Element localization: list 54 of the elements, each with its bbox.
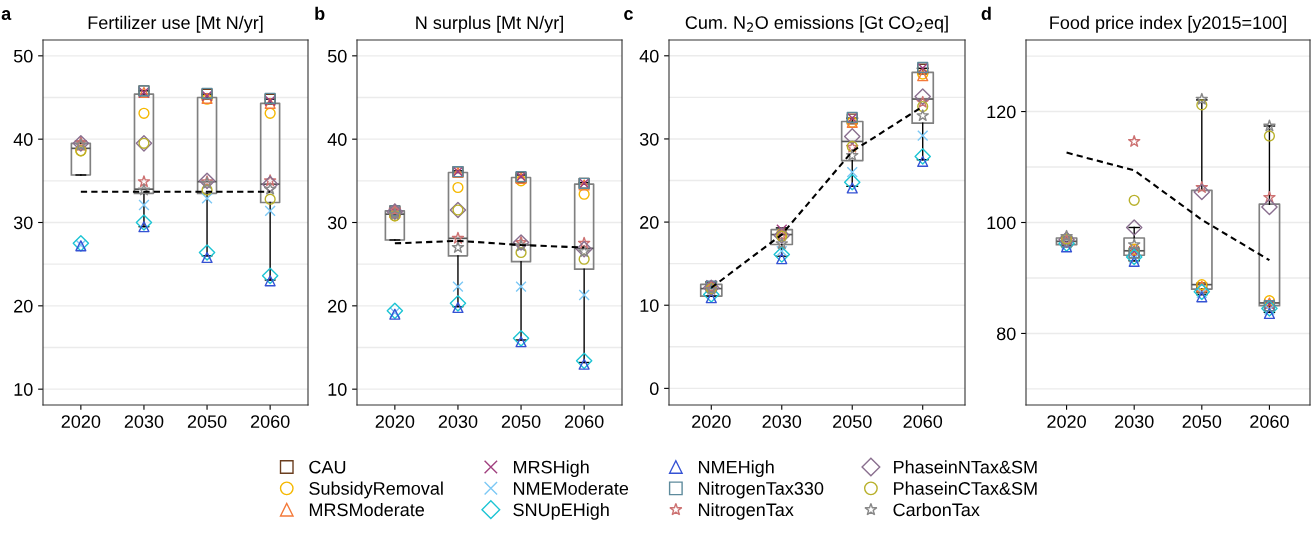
- y-tick-label: 30: [639, 132, 659, 146]
- y-tick-label: 40: [639, 49, 659, 63]
- chart-title: Food price index [y2015=100]: [1050, 15, 1286, 33]
- y-tick-label: 20: [328, 299, 347, 313]
- legend-label: SNUpEHigh: [513, 502, 609, 520]
- chart-title: Fertilizer use [Mt N/yr]: [88, 15, 263, 33]
- legend-label: CarbonTax: [893, 502, 980, 517]
- y-tick-label: 40: [13, 133, 33, 146]
- legend-label: NitrogenTax: [698, 502, 794, 520]
- x-tick-label: 2060: [250, 415, 290, 428]
- legend-label: PhaseinNTax&SM: [894, 460, 1037, 474]
- y-tick-label: 50: [13, 49, 33, 63]
- x-tick-label: 2020: [1047, 415, 1086, 428]
- y-tick-label: 100: [987, 216, 1016, 230]
- y-tick-label: 0: [649, 382, 659, 396]
- y-tick-label: 30: [13, 216, 33, 230]
- text: d: [981, 6, 991, 21]
- x-tick-label: 2030: [762, 415, 802, 428]
- chart-title: Cum. N$_{2}$O emissions [Gt CO$_{2}$eq]: [685, 15, 948, 33]
- text: c: [624, 10, 633, 21]
- y-tick-label: 40: [327, 133, 347, 146]
- chart-title: N surplus [Mt N/yr]: [416, 15, 563, 33]
- text: b: [315, 6, 325, 21]
- y-tick-label: 10: [640, 299, 659, 312]
- legend-label: NitrogenTax330: [698, 481, 824, 499]
- y-tick-label: 120: [987, 105, 1016, 119]
- text: a: [1, 10, 12, 21]
- x-tick-label: 2060: [903, 415, 943, 428]
- legend-label: MRSModerate: [309, 502, 425, 517]
- x-tick-label: 2020: [375, 415, 415, 428]
- legend-label: SubsidyRemoval: [309, 481, 443, 499]
- y-tick-label: 10: [14, 383, 33, 396]
- x-tick-label: 2050: [1182, 415, 1222, 428]
- y-tick-label: 20: [640, 216, 659, 229]
- y-tick-label: 50: [327, 49, 347, 63]
- legend-label: NMEHigh: [698, 460, 774, 478]
- x-tick-label: 2020: [61, 415, 101, 428]
- legend-label: PhaseinCTax&SM: [894, 481, 1037, 495]
- y-tick-label: 20: [14, 299, 33, 313]
- y-tick-label: 30: [327, 216, 347, 230]
- x-tick-label: 2050: [501, 415, 541, 428]
- y-tick-label: 10: [328, 383, 347, 396]
- x-tick-label: 2060: [564, 415, 604, 428]
- x-tick-label: 2020: [692, 415, 731, 428]
- legend-label: CAU: [309, 460, 346, 474]
- legend-label: NMEModerate: [513, 481, 629, 495]
- x-tick-label: 2060: [1250, 415, 1289, 428]
- x-tick-label: 2030: [1115, 415, 1154, 428]
- legend-label: MRSHigh: [513, 460, 589, 478]
- x-tick-label: 2030: [438, 415, 478, 428]
- x-tick-label: 2050: [833, 415, 872, 428]
- x-tick-label: 2050: [187, 415, 227, 428]
- x-tick-label: 2030: [124, 415, 164, 428]
- y-tick-label: 80: [996, 327, 1016, 341]
